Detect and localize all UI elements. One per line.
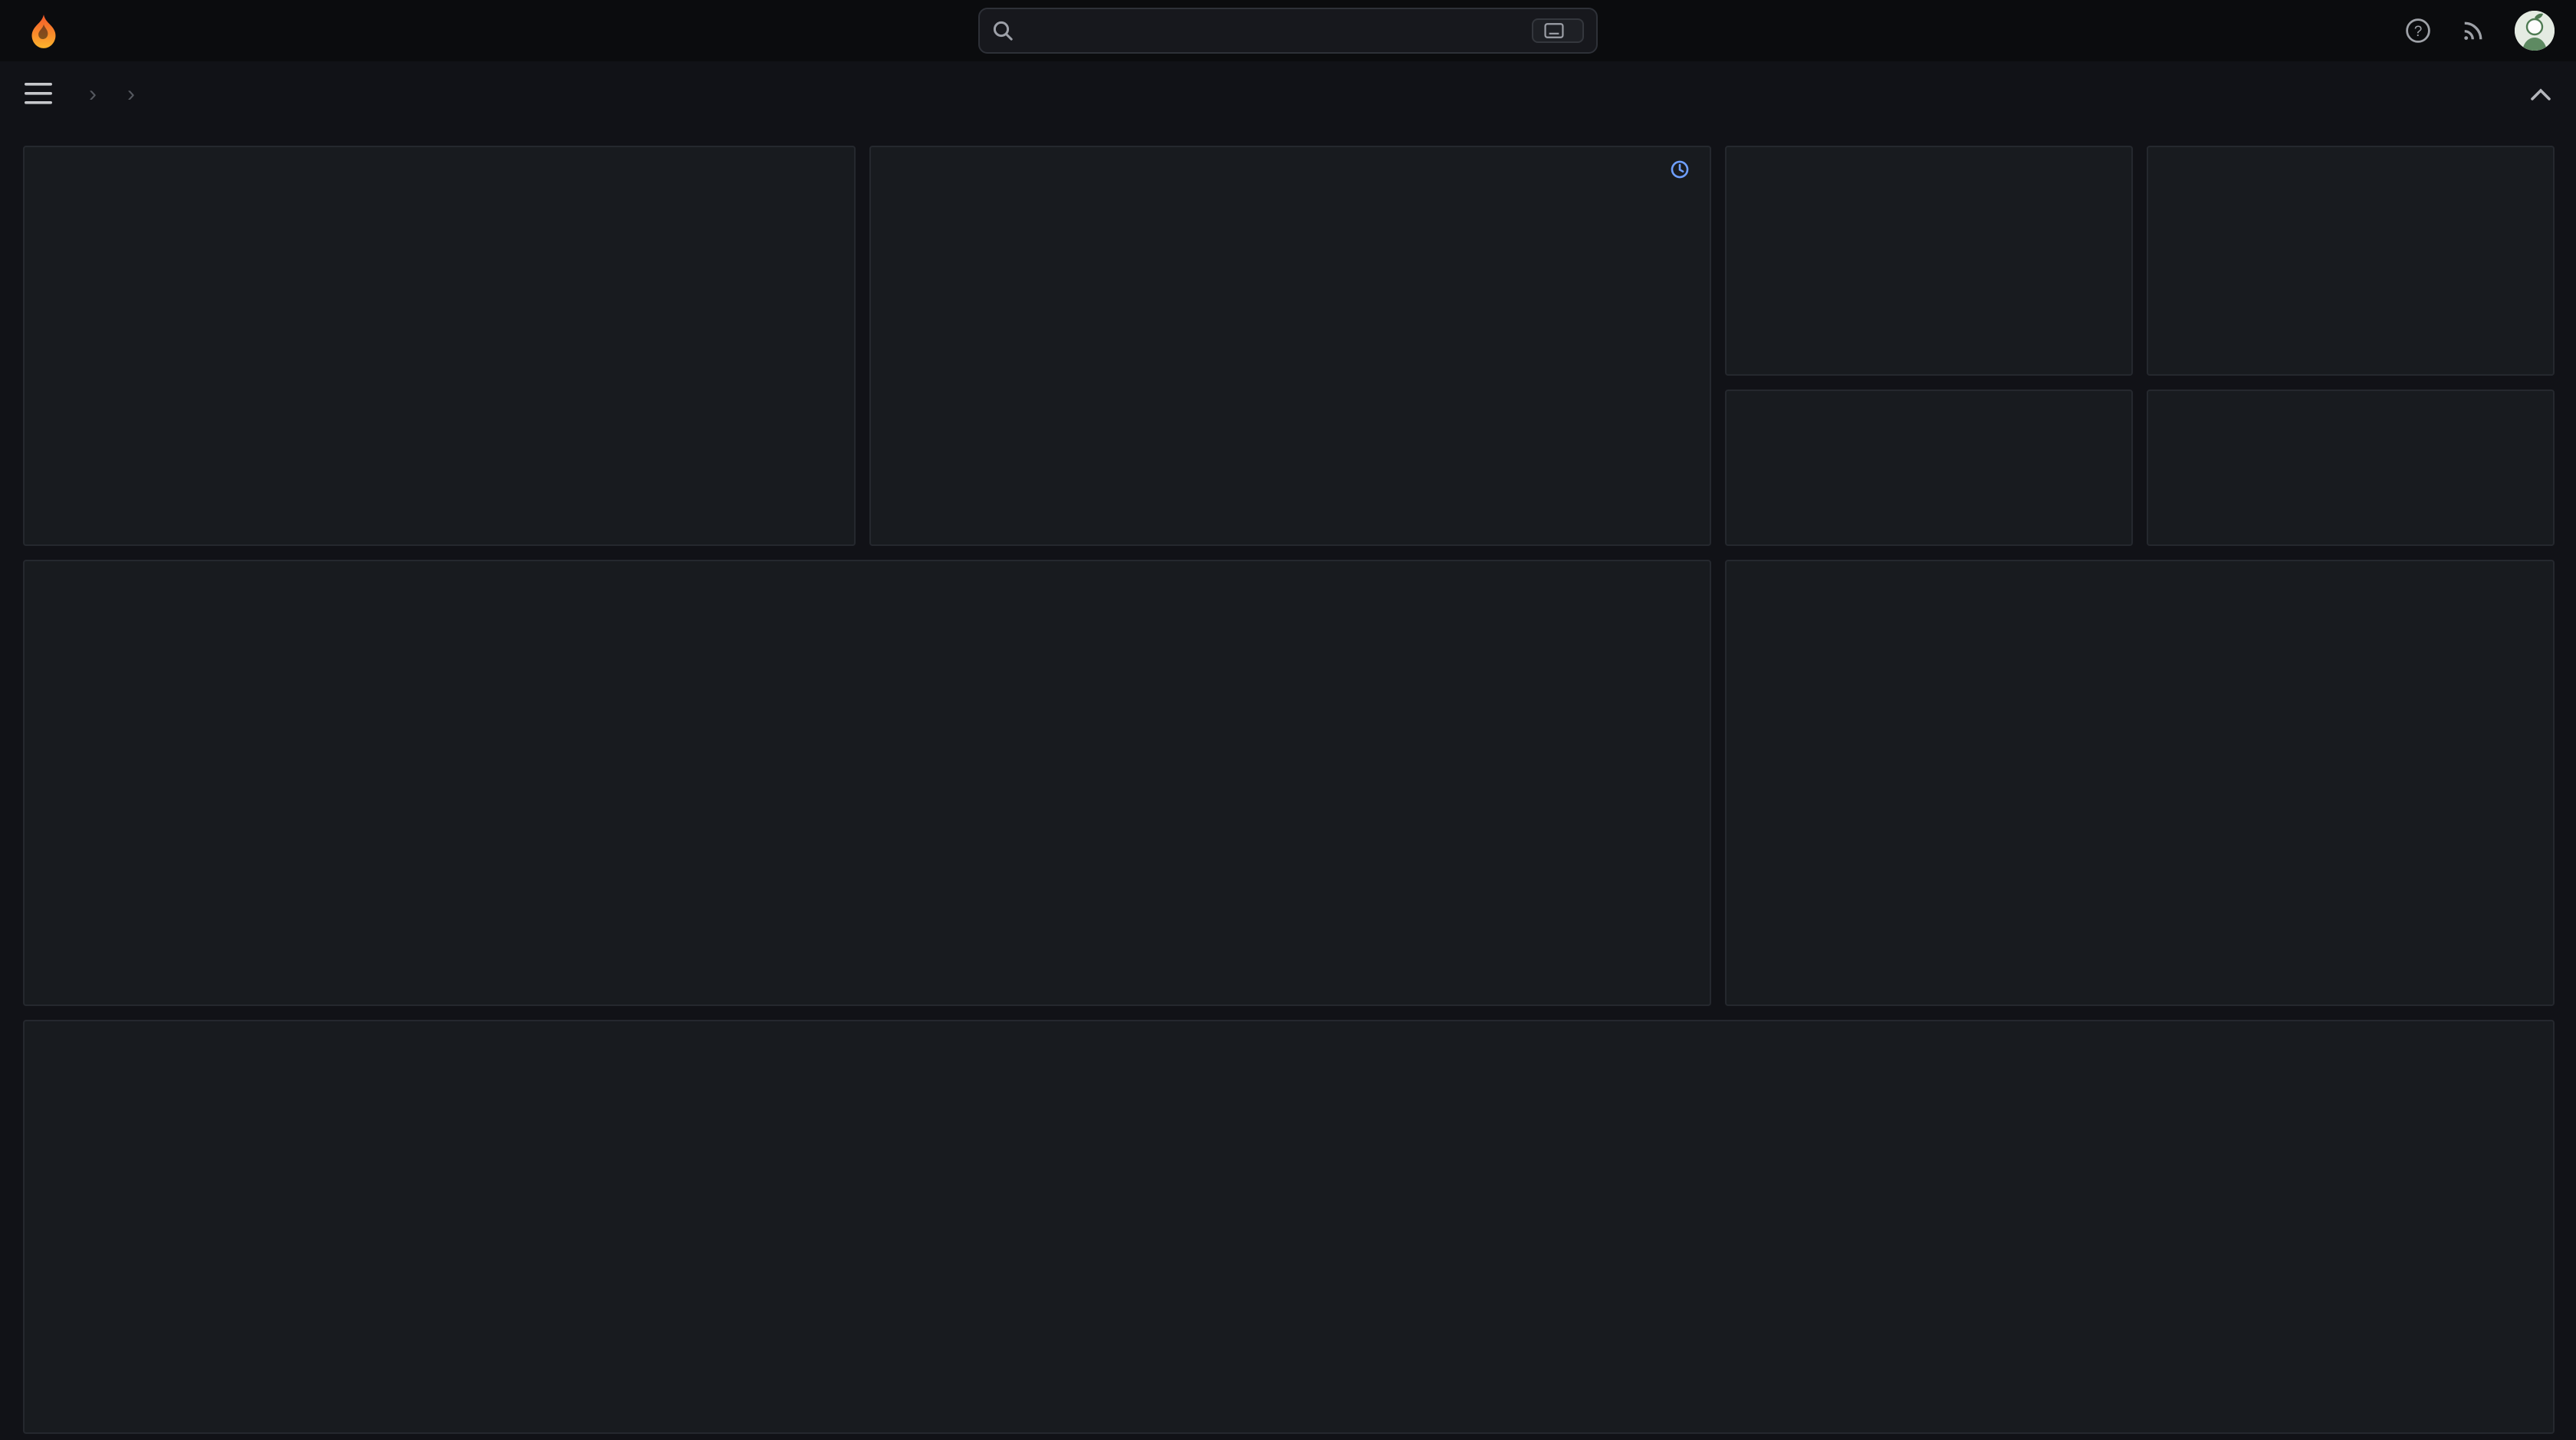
gauge[interactable] bbox=[2148, 190, 2553, 374]
memory-cpu-chart[interactable] bbox=[25, 190, 854, 505]
panel-title[interactable] bbox=[1727, 391, 2131, 434]
panel-memory-cpu bbox=[23, 146, 856, 546]
legend bbox=[871, 505, 1710, 544]
panel-sign-ups bbox=[2147, 390, 2555, 546]
bar-gauge[interactable] bbox=[1727, 604, 2553, 1004]
user-avatar[interactable] bbox=[2515, 11, 2555, 51]
legend bbox=[25, 965, 1710, 1004]
panel-title[interactable] bbox=[25, 147, 854, 190]
breadcrumb-bar: › › bbox=[0, 61, 2576, 126]
nav-right: ? bbox=[2404, 11, 2555, 51]
page-load-chart[interactable] bbox=[25, 1064, 2262, 1432]
panel-title[interactable] bbox=[2148, 147, 2553, 190]
chevron-up-icon[interactable] bbox=[2530, 87, 2551, 100]
menu-icon[interactable] bbox=[25, 83, 52, 104]
news-rss-icon[interactable] bbox=[2459, 17, 2487, 44]
stat-cluster bbox=[1725, 146, 2555, 546]
time-range-badge[interactable] bbox=[1670, 147, 1697, 190]
legend-table bbox=[2262, 1064, 2553, 1432]
keyboard-icon bbox=[1544, 23, 1564, 38]
grafana-logo[interactable] bbox=[25, 12, 63, 50]
grafana-flame-icon bbox=[31, 14, 56, 48]
svg-text:?: ? bbox=[2414, 24, 2423, 40]
signups-sparkline bbox=[2148, 480, 2553, 544]
panel-support-calls bbox=[1725, 390, 2133, 546]
panel-title[interactable] bbox=[2148, 391, 2553, 434]
breadcrumb: › › bbox=[74, 82, 150, 105]
panel-memory-gauge bbox=[1725, 146, 2133, 376]
panel-server-requests bbox=[23, 560, 1711, 1006]
support-sparkline bbox=[1727, 480, 2131, 544]
client-load-body bbox=[25, 1064, 2553, 1432]
panel-title[interactable] bbox=[1727, 147, 2131, 190]
breadcrumb-separator: › bbox=[89, 81, 97, 107]
breadcrumb-separator: › bbox=[127, 81, 135, 107]
help-icon[interactable]: ? bbox=[2404, 17, 2432, 44]
top-nav: ? bbox=[0, 0, 2576, 61]
memory-gauge-arc bbox=[1727, 190, 2131, 371]
clock-icon bbox=[1671, 159, 1689, 178]
panel-title[interactable] bbox=[1727, 561, 2553, 604]
server-requests-chart[interactable] bbox=[25, 604, 1710, 965]
logins-chart[interactable] bbox=[871, 190, 1710, 505]
panel-title[interactable] bbox=[25, 1021, 2553, 1064]
panel-logins bbox=[869, 146, 1711, 546]
gauge[interactable] bbox=[1727, 190, 2131, 374]
panel-google-hits-bars bbox=[1725, 560, 2555, 1006]
dashboard-grid bbox=[0, 126, 2576, 1434]
shortcut-badge bbox=[1532, 18, 1584, 43]
search-icon bbox=[993, 21, 1013, 41]
panel-google-gauge bbox=[2147, 146, 2555, 376]
search-input[interactable] bbox=[978, 8, 1598, 54]
search-field[interactable] bbox=[1024, 18, 1532, 44]
panel-title[interactable] bbox=[25, 561, 1710, 604]
legend bbox=[25, 505, 854, 544]
google-gauge-arc bbox=[2148, 190, 2553, 371]
panel-title[interactable] bbox=[871, 147, 1710, 190]
panel-client-load bbox=[23, 1020, 2555, 1434]
